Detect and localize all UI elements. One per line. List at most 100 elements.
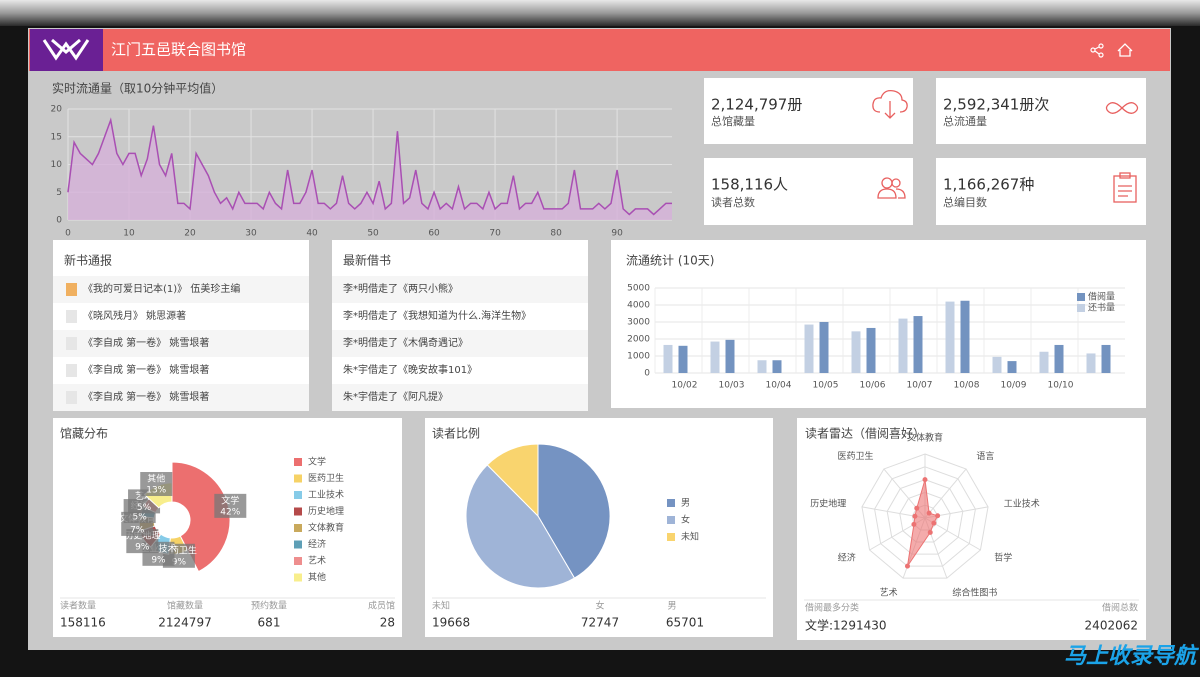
bar (960, 300, 970, 373)
x-tick-label: 60 (428, 229, 440, 239)
chart-title: 馆藏分布 (60, 426, 108, 441)
legend-swatch (294, 458, 302, 466)
bezel-top (0, 0, 1200, 26)
header-bar (29, 29, 1170, 71)
footer-value: 65701 (666, 616, 704, 630)
radar-point (926, 510, 932, 516)
stat-value: 2,592,341册次 (943, 96, 1049, 114)
x-tick-label: 0 (65, 229, 71, 239)
radar-label: 工业技术 (1004, 498, 1040, 510)
legend-label: 文体教育 (308, 522, 344, 534)
list-item: 《李自成 第一卷》 姚雪垠著 (83, 390, 209, 403)
radar-label: 哲学 (994, 552, 1012, 564)
radar-point (922, 477, 928, 483)
footer-label: 读者数量 (60, 600, 96, 612)
footer-label: 馆藏数量 (167, 600, 203, 612)
legend-label: 艺术 (308, 555, 326, 567)
share-icon[interactable] (1090, 43, 1104, 58)
bar (898, 318, 908, 373)
list-row-bg (332, 276, 588, 303)
list-item: 朱*宇借走了《阿凡提》 (343, 390, 448, 403)
radar-point (931, 520, 937, 526)
list-row-bg (332, 330, 588, 357)
footer-label: 借阅总数 (1102, 602, 1138, 614)
list-row-bg (53, 276, 309, 303)
list-item: 李*明借走了《木偶奇遇记》 (343, 336, 468, 349)
x-tick-label: 10/07 (907, 381, 933, 391)
stat-card (704, 158, 913, 225)
radar-point (927, 529, 933, 535)
stat-value: 1,166,267种 (943, 176, 1034, 194)
footer-label: 女 (595, 600, 604, 612)
slice-value: 9% (172, 557, 187, 567)
stat-card (704, 78, 913, 144)
pie-slice (465, 464, 576, 589)
x-tick-label: 10/02 (672, 381, 698, 391)
chart-title: 流通统计 (10天) (626, 254, 714, 268)
slice-value: 7% (130, 525, 145, 535)
slice-value: 9% (151, 555, 166, 565)
label-bg (140, 472, 173, 497)
book-icon (66, 391, 77, 404)
legend-swatch (667, 533, 675, 541)
bar (945, 301, 955, 373)
bar (1007, 361, 1017, 373)
panel (53, 240, 309, 411)
y-tick-label: 1000 (627, 352, 650, 362)
x-tick-label: 10/06 (860, 381, 886, 391)
bar (1101, 344, 1111, 373)
bar (1086, 353, 1096, 373)
footer-value: 72747 (581, 616, 619, 630)
slice-value: 5% (133, 513, 148, 523)
x-tick-label: 10/05 (813, 381, 839, 391)
x-tick-label: 20 (184, 229, 196, 239)
y-tick-label: 20 (51, 105, 63, 115)
header-title: 江门五邑联合图书馆 (111, 41, 246, 59)
legend-swatch (1077, 304, 1085, 312)
legend-label: 还书量 (1088, 302, 1115, 314)
slice-name: 其他 (147, 473, 165, 485)
list-row-bg (53, 330, 309, 357)
bar (913, 316, 923, 373)
legend-label: 经济 (308, 538, 326, 550)
footer-value: 文学:1291430 (805, 618, 887, 633)
x-tick-label: 10/10 (1048, 381, 1074, 391)
x-tick-label: 10/04 (766, 381, 792, 391)
legend-swatch (667, 499, 675, 507)
legend-swatch (294, 557, 302, 565)
legend-label: 借阅量 (1088, 291, 1115, 303)
watermark: 马上收录导航 (1064, 643, 1200, 669)
x-tick-label: 80 (550, 229, 562, 239)
list-row-bg (332, 384, 588, 411)
bar (725, 339, 735, 373)
x-tick-label: 10/08 (954, 381, 980, 391)
x-tick-label: 10 (123, 229, 135, 239)
list-item: 李*明借走了《我想知道为什么.海洋生物》 (343, 309, 531, 322)
bar (678, 345, 688, 373)
radar-area (906, 479, 939, 567)
footer-value: 681 (258, 616, 281, 630)
panel (611, 240, 1146, 408)
legend-swatch (294, 491, 302, 499)
radar-point (912, 513, 918, 519)
stat-card (936, 158, 1146, 225)
radar-axis (924, 468, 967, 519)
legend-swatch (294, 474, 302, 483)
y-tick-label: 15 (51, 132, 62, 142)
slice-value: 9% (135, 543, 150, 553)
home-icon[interactable] (1117, 43, 1133, 57)
y-tick-label: 10 (51, 160, 63, 170)
slice-value: 5% (137, 503, 152, 513)
y-tick-label: 2000 (627, 335, 650, 345)
legend-label: 工业技术 (308, 489, 344, 501)
legend-swatch (294, 507, 302, 516)
footer-label: 预约数量 (251, 600, 287, 612)
logo-mark (42, 38, 90, 61)
bar (772, 360, 782, 373)
y-tick-label: 0 (56, 216, 62, 226)
chart-title: 读者比例 (432, 427, 480, 441)
radar-label: 医药卫生 (838, 450, 874, 462)
radar-label: 语言 (976, 450, 994, 462)
footer-label: 成员馆 (368, 600, 395, 612)
